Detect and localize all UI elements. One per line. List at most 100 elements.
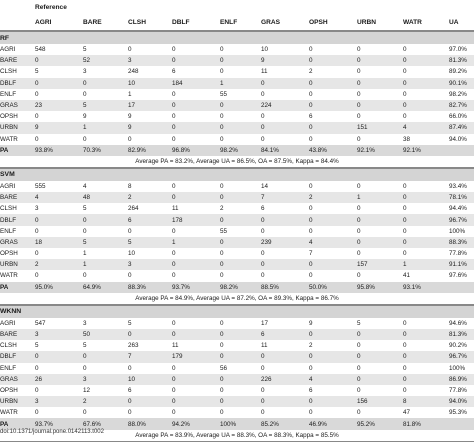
table-cell: 0	[261, 409, 265, 417]
pa-cell: 88.0%	[128, 420, 146, 428]
table-cell: 0	[309, 46, 313, 54]
table-cell: 1	[83, 124, 87, 132]
table-cell: 0	[35, 135, 39, 143]
row-label: BARE	[0, 331, 18, 339]
pa-cell: 85.2%	[261, 420, 279, 428]
column-header-ua: UA	[449, 19, 459, 26]
section-name: RF	[0, 34, 10, 42]
column-header-row: AGRI BARE CLSH DBLF ENLF GRAS OPSH URBN WATR UA	[0, 15, 474, 31]
table-cell: 0	[172, 272, 176, 280]
table-cell: 0	[403, 227, 407, 235]
table-cell: 0	[309, 364, 313, 372]
table-cell: 0	[309, 227, 313, 235]
table-row: BARE 0 52 3 0 0 9 0 0 0 81.3%	[0, 55, 474, 67]
table-cell: 2	[35, 261, 39, 269]
table-cell: 0	[403, 194, 407, 202]
table-cell: 0	[128, 46, 132, 54]
table-cell: 1	[83, 261, 87, 269]
table-cell: 8	[403, 398, 407, 406]
table-cell: 0	[309, 57, 313, 65]
pa-label: PA	[0, 283, 9, 291]
row-label: OPSH	[0, 113, 18, 121]
table-row: CLSH 5 5 263 11 0 11 2 0 0 90.2%	[0, 340, 474, 351]
table-cell: 0	[357, 57, 361, 65]
table-cell: 77.8%	[449, 250, 467, 258]
table-cell: 0	[309, 353, 313, 361]
table-row: BARE 4 48 2 0 0 7 2 1 0 78.1%	[0, 192, 474, 204]
table-cell: 0	[261, 272, 265, 280]
table-cell: 0	[128, 409, 132, 417]
table-cell: 11	[261, 68, 268, 76]
table-cell: 100%	[449, 364, 466, 372]
table-cell: 97.0%	[449, 46, 467, 54]
table-cell: 0	[35, 57, 39, 65]
table-cell: 0	[83, 227, 87, 235]
table-cell: 9	[128, 124, 132, 132]
pa-cell: 95.2%	[357, 420, 375, 428]
table-cell: 0	[35, 227, 39, 235]
table-cell: 179	[172, 353, 183, 361]
table-cell: 0	[172, 409, 176, 417]
row-label: CLSH	[0, 68, 17, 76]
table-cell: 0	[172, 319, 176, 327]
table-row: ENLF 0 0 0 0 55 0 0 0 0 100%	[0, 226, 474, 237]
table-cell: 6	[261, 331, 265, 339]
table-cell: 0	[261, 364, 265, 372]
table-cell: 0	[83, 135, 87, 143]
doi-footer: doi:10.1371/journal.pone.0142113.t002	[0, 429, 104, 435]
table-cell: 0	[357, 364, 361, 372]
row-label: ENLF	[0, 364, 17, 372]
table-cell: 0	[220, 124, 224, 132]
pa-cell: 98.2%	[220, 283, 238, 291]
table-cell: 224	[261, 102, 272, 110]
table-cell: 0	[403, 375, 407, 383]
column-header-gras: GRAS	[261, 19, 281, 26]
summary-row: Average PA = 84.9%, Average UA = 87.2%, …	[0, 293, 474, 305]
table-cell: 555	[35, 182, 46, 190]
table-cell: 3	[128, 261, 132, 269]
table-cell: 0	[172, 364, 176, 372]
table-cell: 3	[35, 398, 39, 406]
table-cell: 0	[172, 375, 176, 383]
table-row: ENLF 0 0 0 0 56 0 0 0 0 100%	[0, 363, 474, 374]
table-cell: 7	[128, 353, 132, 361]
table-cell: 0	[35, 79, 39, 87]
table-cell: 0	[83, 409, 87, 417]
table-body: RF AGRI 548 5 0 0 0 10 0 0 0 97.0% BARE 0 52 3 0 0 9 0 0 0 81.…	[0, 31, 474, 442]
table-cell: 0	[403, 331, 407, 339]
pa-cell: 95.0%	[35, 283, 53, 291]
table-cell: 3	[83, 68, 87, 76]
table-row: URBN 2 1 3 0 0 0 0 157 1 91.1%	[0, 259, 474, 271]
table-cell: 0	[403, 250, 407, 258]
table-cell: 0	[261, 216, 265, 224]
table-cell: 26	[35, 375, 43, 383]
table-cell: 0	[220, 272, 224, 280]
pa-row: PA 93.8% 70.3% 82.9% 96.8% 98.2% 84.1% 43.8% 92.…	[0, 144, 474, 156]
table-row: GRAS 18 5 5 1 0 239 4 0 0 88.3%	[0, 236, 474, 248]
table-cell: 88.3%	[449, 238, 467, 246]
table-cell: 0	[172, 102, 176, 110]
table-cell: 77.8%	[449, 386, 467, 394]
table-cell: 10	[128, 250, 136, 258]
table-cell: 17	[128, 102, 136, 110]
table-cell: 95.3%	[449, 409, 467, 417]
pa-row: PA 95.0% 64.9% 88.3% 93.7% 98.2% 88.5% 50.0% 95.…	[0, 281, 474, 293]
table-cell: 156	[357, 398, 368, 406]
table-row: WATR 0 0 0 0 0 0 0 0 47 95.3%	[0, 407, 474, 418]
table-cell: 0	[357, 102, 361, 110]
table-row: AGRI 548 5 0 0 0 10 0 0 0 97.0%	[0, 44, 474, 55]
table-cell: 0	[403, 319, 407, 327]
row-label: OPSH	[0, 386, 18, 394]
table-cell: 0	[357, 68, 361, 76]
table-cell: 0	[172, 261, 176, 269]
table-cell: 0	[403, 386, 407, 394]
section-header-wknn: WKNN	[0, 304, 474, 318]
column-header-bare: BARE	[83, 19, 102, 26]
table-cell: 547	[35, 319, 46, 327]
table-cell: 0	[172, 182, 176, 190]
table-cell: 0	[35, 386, 39, 394]
table-cell: 2	[128, 194, 132, 202]
pa-cell: 50.0%	[309, 283, 327, 291]
table-cell: 0	[83, 90, 87, 98]
table-cell: 4	[403, 124, 407, 132]
